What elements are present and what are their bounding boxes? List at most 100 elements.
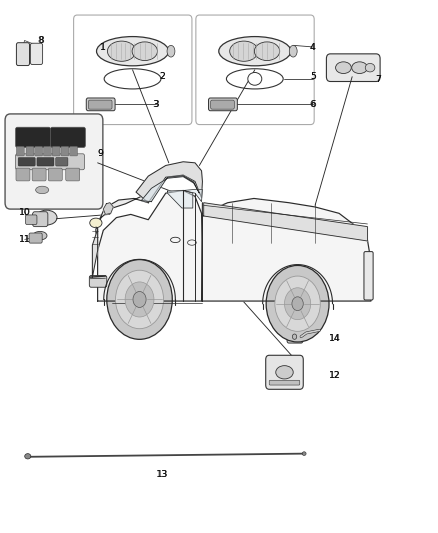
FancyBboxPatch shape: [196, 15, 314, 125]
FancyBboxPatch shape: [86, 98, 115, 111]
Text: 4: 4: [310, 43, 316, 52]
Text: 12: 12: [328, 371, 341, 380]
Circle shape: [266, 265, 329, 342]
Text: 11: 11: [19, 235, 31, 244]
FancyBboxPatch shape: [211, 100, 234, 109]
Polygon shape: [136, 162, 202, 203]
Text: 13: 13: [156, 471, 168, 479]
Text: 3: 3: [153, 100, 159, 109]
Text: 9: 9: [97, 149, 103, 158]
Ellipse shape: [289, 45, 297, 57]
FancyBboxPatch shape: [16, 147, 24, 156]
FancyBboxPatch shape: [88, 100, 112, 109]
Ellipse shape: [33, 231, 47, 240]
FancyBboxPatch shape: [287, 330, 303, 343]
Circle shape: [133, 292, 146, 308]
Text: 13: 13: [156, 471, 168, 479]
Circle shape: [292, 297, 303, 311]
Ellipse shape: [292, 334, 297, 340]
FancyBboxPatch shape: [48, 168, 62, 181]
Text: 5: 5: [310, 72, 316, 81]
Text: 11: 11: [19, 235, 31, 244]
Ellipse shape: [96, 37, 169, 66]
Text: 10: 10: [19, 208, 31, 217]
Text: 2: 2: [159, 72, 165, 81]
Polygon shape: [98, 190, 202, 301]
Ellipse shape: [226, 69, 283, 89]
Ellipse shape: [230, 41, 258, 61]
Ellipse shape: [248, 72, 262, 85]
FancyBboxPatch shape: [37, 158, 54, 166]
Text: 14: 14: [329, 334, 340, 343]
FancyBboxPatch shape: [35, 147, 42, 156]
Text: 1: 1: [100, 43, 106, 52]
Text: 14: 14: [328, 334, 341, 343]
Ellipse shape: [352, 62, 367, 74]
Text: 6: 6: [310, 100, 316, 109]
Text: 6: 6: [310, 100, 316, 109]
Text: 1: 1: [100, 43, 106, 52]
Ellipse shape: [36, 210, 57, 225]
Ellipse shape: [167, 45, 175, 57]
Text: 9: 9: [97, 149, 103, 158]
FancyBboxPatch shape: [32, 212, 48, 227]
Circle shape: [107, 260, 172, 340]
FancyBboxPatch shape: [61, 147, 69, 156]
FancyBboxPatch shape: [56, 158, 68, 166]
FancyBboxPatch shape: [269, 380, 300, 385]
Ellipse shape: [302, 452, 306, 456]
Text: 12: 12: [329, 371, 340, 380]
Polygon shape: [92, 229, 98, 277]
Circle shape: [275, 276, 320, 332]
Ellipse shape: [35, 186, 49, 193]
FancyBboxPatch shape: [25, 215, 37, 224]
FancyBboxPatch shape: [52, 147, 60, 156]
FancyBboxPatch shape: [30, 43, 42, 64]
FancyBboxPatch shape: [208, 98, 237, 111]
Polygon shape: [204, 203, 367, 241]
FancyBboxPatch shape: [66, 168, 80, 181]
Text: 7: 7: [375, 75, 381, 84]
FancyBboxPatch shape: [15, 127, 50, 148]
Text: 2: 2: [159, 72, 165, 81]
Ellipse shape: [365, 63, 375, 72]
FancyBboxPatch shape: [266, 356, 303, 389]
Polygon shape: [96, 175, 201, 251]
FancyBboxPatch shape: [364, 252, 373, 300]
FancyBboxPatch shape: [326, 54, 380, 82]
FancyBboxPatch shape: [16, 168, 30, 181]
FancyBboxPatch shape: [89, 276, 107, 287]
Text: 10: 10: [19, 208, 31, 217]
Ellipse shape: [276, 366, 293, 379]
Text: 8: 8: [38, 36, 44, 45]
FancyBboxPatch shape: [18, 158, 35, 166]
Ellipse shape: [254, 42, 280, 61]
Text: 3: 3: [152, 100, 159, 109]
FancyBboxPatch shape: [15, 154, 85, 169]
FancyBboxPatch shape: [5, 114, 103, 209]
Ellipse shape: [104, 69, 161, 89]
FancyBboxPatch shape: [74, 15, 192, 125]
FancyBboxPatch shape: [29, 233, 42, 243]
Polygon shape: [103, 203, 113, 214]
Circle shape: [116, 270, 163, 329]
Ellipse shape: [336, 62, 351, 74]
FancyBboxPatch shape: [50, 127, 85, 148]
FancyBboxPatch shape: [26, 147, 34, 156]
Text: 7: 7: [375, 75, 381, 84]
Polygon shape: [141, 175, 199, 201]
Circle shape: [285, 288, 311, 320]
Polygon shape: [167, 190, 193, 208]
FancyBboxPatch shape: [70, 147, 78, 156]
FancyBboxPatch shape: [32, 168, 46, 181]
Text: 5: 5: [310, 72, 316, 81]
Ellipse shape: [132, 42, 157, 61]
Ellipse shape: [107, 41, 136, 61]
Ellipse shape: [219, 37, 291, 66]
Ellipse shape: [25, 454, 31, 459]
Text: 8: 8: [38, 36, 44, 45]
Text: 4: 4: [310, 43, 316, 52]
FancyBboxPatch shape: [16, 43, 29, 66]
Polygon shape: [183, 189, 202, 201]
Polygon shape: [202, 198, 371, 301]
